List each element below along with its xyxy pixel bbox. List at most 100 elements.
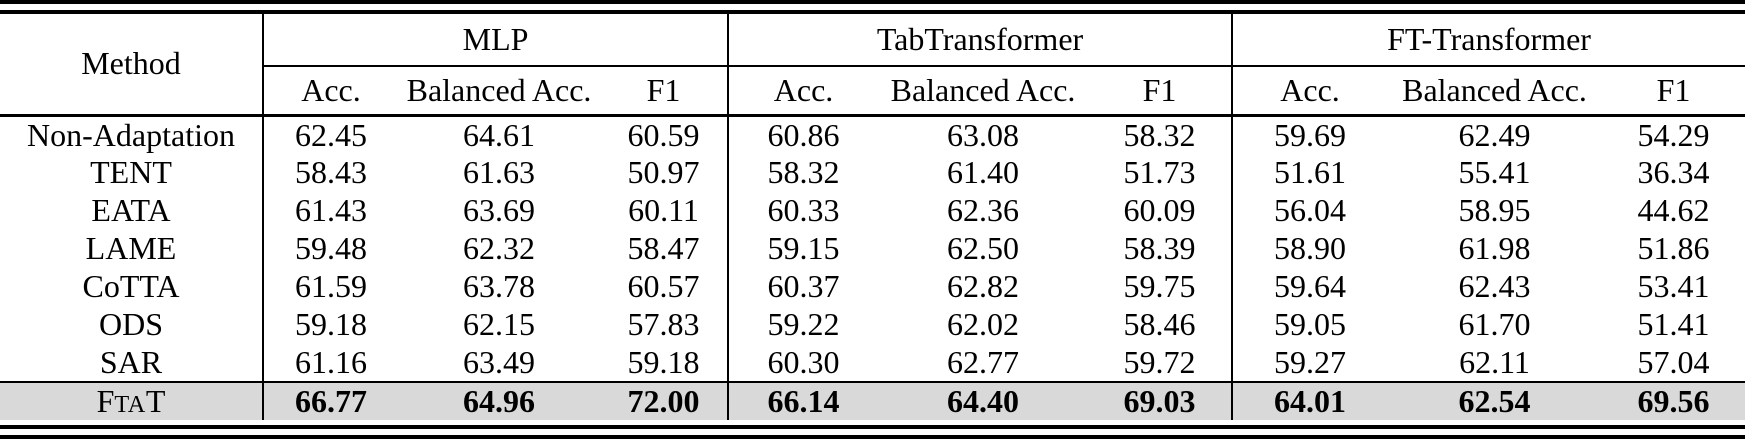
value-cell: 63.49 (463, 343, 535, 380)
value-cell: 57.83 (627, 306, 700, 342)
top-double-rule-line2 (0, 10, 1745, 14)
value-cell: 64.61 (463, 116, 535, 153)
value-cell: 66.14 (727, 380, 879, 420)
table-row-non-adaptation: Non-Adaptation 62.45 64.61 60.59 60.86 63.08 5… (0, 115, 1745, 154)
value-cell: 62.15 (463, 306, 535, 342)
value-cell: 58.39 (1123, 230, 1196, 266)
table-row-eata: EATA 61.43 63.69 60.11 60.33 62.36 60.09 56.04 5… (0, 191, 1745, 230)
metric-header-mlp-balanced-acc: Balanced Acc. (398, 66, 600, 117)
method-label-sar: SAR (99, 343, 163, 380)
value-cell: 51.86 (1637, 230, 1710, 266)
value-cell: 62.11 (1459, 343, 1530, 380)
value-cell: 66.77 (262, 380, 398, 420)
metric-header-tabtransformer-f1: F1 (1088, 66, 1233, 117)
value-cell: 62.02 (947, 306, 1020, 342)
value-cell: 59.72 (1123, 343, 1196, 380)
value-cell: 69.03 (1088, 380, 1233, 420)
method-column-header: Method (0, 14, 263, 117)
method-label-part: TA (114, 390, 146, 418)
results-table: Method MLP TabTransformer FT-Transformer A… (0, 14, 1745, 420)
metric-header-tabtransformer-acc: Acc. (727, 66, 879, 117)
value-cell: 60.30 (727, 343, 879, 382)
value-cell: 61.40 (947, 154, 1020, 190)
metric-header-row: Acc. Balanced Acc. F1 Acc. Balanced Acc. F1 Ac… (0, 66, 1745, 117)
value-cell: 58.47 (627, 230, 700, 266)
value-cell: 51.41 (1637, 306, 1710, 342)
top-double-rule-gap (0, 4, 1745, 10)
method-label-cotta: CoTTA (82, 268, 180, 304)
value-cell: 61.98 (1458, 230, 1531, 266)
value-cell: 59.64 (1231, 267, 1388, 306)
value-cell: 62.49 (1458, 116, 1531, 153)
metric-header-ft-transformer-balanced-acc: Balanced Acc. (1387, 66, 1603, 117)
group-header-ft-transformer: FT-Transformer (1231, 14, 1745, 67)
value-cell: 58.90 (1231, 229, 1388, 268)
table-row-sar: SAR 61.16 63.49 59.18 60.30 62.77 59.72 59.27 62… (0, 343, 1745, 382)
value-cell: 61.70 (1458, 306, 1531, 342)
value-cell: 36.34 (1637, 154, 1710, 190)
value-cell: 62.82 (947, 268, 1020, 304)
value-cell: 62.50 (947, 230, 1020, 266)
table-row-ods: ODS 59.18 62.15 57.83 59.22 62.02 58.46 59.05 61… (0, 305, 1745, 344)
table-row-lame: LAME 59.48 62.32 58.47 59.15 62.50 58.39 58.90 6… (0, 229, 1745, 268)
table-header: Method MLP TabTransformer FT-Transformer A… (0, 14, 1745, 117)
value-cell: 58.46 (1123, 306, 1196, 342)
method-label-non-adaptation: Non-Adaptation (27, 116, 235, 153)
group-header-tabtransformer: TabTransformer (727, 14, 1233, 67)
value-cell: 59.27 (1231, 343, 1388, 382)
value-cell: 60.37 (727, 267, 879, 306)
value-cell: 61.43 (262, 191, 398, 230)
value-cell: 60.33 (727, 191, 879, 230)
bottom-double-rule-line2 (0, 434, 1745, 439)
value-cell: 56.04 (1231, 191, 1388, 230)
value-cell: 50.97 (627, 154, 700, 190)
value-cell: 59.15 (727, 229, 879, 268)
table-body: Non-Adaptation 62.45 64.61 60.59 60.86 63.08 5… (0, 115, 1745, 420)
method-label-ods: ODS (98, 306, 163, 342)
value-cell: 60.86 (727, 115, 879, 154)
value-cell: 59.18 (262, 305, 398, 344)
value-cell: 64.40 (878, 380, 1089, 420)
metric-header-ft-transformer-f1: F1 (1602, 66, 1745, 117)
bottom-double-rule-line1 (0, 424, 1745, 429)
value-cell: 69.56 (1602, 380, 1745, 420)
value-cell: 72.00 (600, 380, 729, 420)
value-cell: 59.18 (627, 343, 700, 380)
value-cell: 63.69 (463, 192, 535, 228)
value-cell: 60.57 (627, 268, 700, 304)
value-cell: 62.77 (947, 343, 1020, 380)
table-row-cotta: CoTTA 61.59 63.78 60.57 60.37 62.82 59.75 59.64… (0, 267, 1745, 306)
value-cell: 62.32 (463, 230, 535, 266)
value-cell: 60.59 (627, 116, 700, 153)
value-cell: 59.75 (1123, 268, 1196, 304)
method-label-part: F (96, 382, 115, 419)
value-cell: 58.43 (262, 153, 398, 192)
metric-header-ft-transformer-acc: Acc. (1231, 66, 1388, 117)
value-cell: 61.59 (262, 267, 398, 306)
value-cell: 61.16 (262, 343, 398, 382)
value-cell: 58.32 (1123, 116, 1196, 153)
value-cell: 59.69 (1231, 115, 1388, 154)
table-row-ftat: FTAT 66.77 64.96 72.00 66.14 64.40 69.03 64.01 6… (0, 380, 1745, 420)
bottom-rule-gap0 (0, 419, 1745, 425)
value-cell: 58.32 (727, 153, 879, 192)
value-cell: 62.54 (1387, 380, 1603, 420)
bottom-double-rule-gap (0, 428, 1745, 435)
value-cell: 62.43 (1458, 268, 1531, 304)
method-label-ftat: FTAT (0, 380, 263, 420)
metric-header-mlp-acc: Acc. (262, 66, 398, 117)
top-double-rule-line1 (0, 0, 1745, 4)
value-cell: 51.73 (1123, 154, 1196, 190)
value-cell: 54.29 (1637, 116, 1710, 153)
value-cell: 57.04 (1637, 343, 1710, 380)
value-cell: 58.95 (1458, 192, 1531, 228)
group-header-mlp: MLP (261, 14, 729, 67)
value-cell: 61.63 (463, 154, 535, 190)
value-cell: 63.78 (463, 268, 535, 304)
value-cell: 64.01 (1231, 380, 1388, 420)
table-row-tent: TENT 58.43 61.63 50.97 58.32 61.40 51.73 51.61 5… (0, 153, 1745, 192)
value-cell: 60.11 (628, 192, 699, 228)
method-label-part: T (145, 382, 166, 419)
value-cell: 62.36 (947, 192, 1020, 228)
